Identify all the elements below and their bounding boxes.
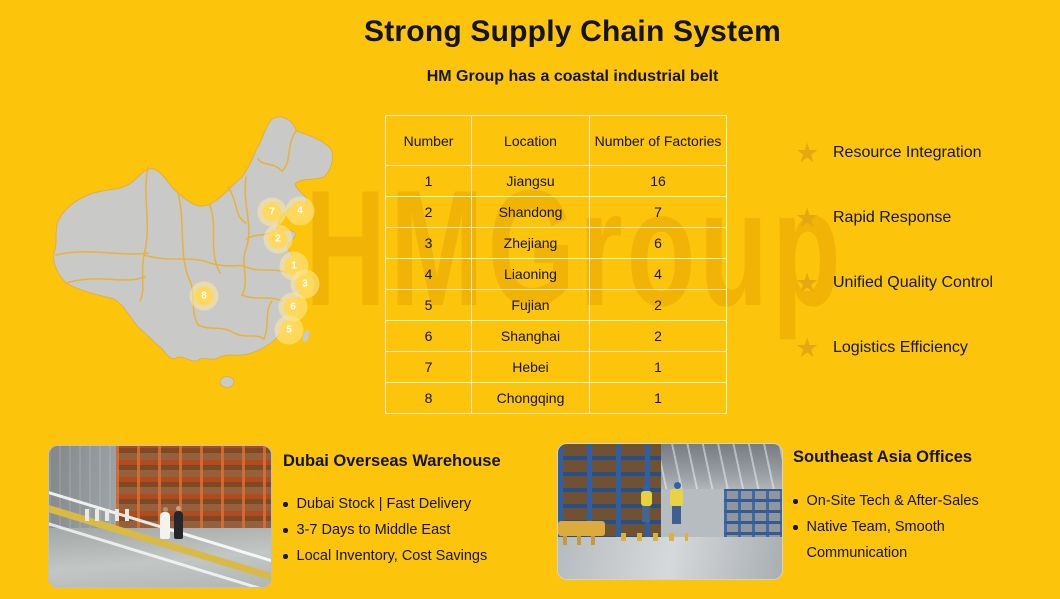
china-outline (53, 116, 333, 362)
bullet-text: Native Team, Smooth Communication (806, 519, 945, 561)
map-marker-3: 3 (295, 274, 315, 294)
table-cell: Chongqing (471, 382, 590, 414)
star-icon: ★ (795, 332, 820, 363)
feature-item: ★ Rapid Response (795, 203, 993, 233)
feature-label: Resource Integration (833, 144, 982, 161)
feature-item: ★ Unified Quality Control (795, 268, 993, 298)
table-header-row: Number Location Number of Factories (385, 115, 727, 166)
southeast-asia-warehouse-photo (557, 443, 783, 580)
table-row: 1 Jiangsu 16 (385, 165, 727, 197)
map-marker-7: 7 (262, 202, 282, 222)
table-cell: 1 (589, 382, 727, 414)
table-header-cell: Number (385, 115, 472, 166)
table-row: 5 Fujian 2 (385, 289, 727, 321)
table-cell: 2 (385, 196, 472, 228)
bullet-item: 3-7 Days to Middle East (283, 517, 548, 543)
bullet-dot-icon (283, 554, 288, 559)
star-icon: ★ (795, 202, 820, 233)
feature-item: ★ Logistics Efficiency (795, 333, 993, 363)
star-icon: ★ (795, 267, 820, 298)
table-cell: Shandong (471, 196, 590, 228)
feature-label: Logistics Efficiency (833, 339, 968, 356)
table-cell: 8 (385, 382, 472, 414)
yellow-safety-barrier (558, 520, 606, 545)
dubai-bullet-list: Dubai Stock | Fast Delivery 3-7 Days to M… (283, 491, 548, 569)
person-in-white-robe (160, 507, 170, 540)
sea-bullet-list: On-Site Tech & After-Sales Native Team, S… (793, 488, 1025, 566)
blue-racking-right (723, 488, 782, 543)
table-cell: 1 (385, 165, 472, 197)
map-marker-4: 4 (290, 201, 310, 221)
header: Strong Supply Chain System HM Group has … (85, 0, 1060, 86)
bullet-dot-icon (793, 525, 798, 530)
bullet-item: Native Team, Smooth Communication (793, 514, 1025, 566)
bullet-dot-icon (283, 528, 288, 533)
table-row: 3 Zhejiang 6 (385, 227, 727, 259)
bullet-item: On-Site Tech & After-Sales (793, 488, 1025, 514)
table-cell: 2 (589, 289, 727, 321)
page-subtitle: HM Group has a coastal industrial belt (426, 68, 719, 85)
bullet-item: Local Inventory, Cost Savings (283, 543, 548, 569)
dubai-section-title: Dubai Overseas Warehouse (283, 452, 501, 470)
table-cell: 4 (385, 258, 472, 290)
star-icon: ★ (795, 137, 820, 168)
map-marker-2: 2 (268, 229, 288, 249)
factory-table: Number Location Number of Factories 1 Jiang… (385, 115, 727, 414)
table-cell: 4 (589, 258, 727, 290)
table-cell: Jiangsu (471, 165, 590, 197)
china-map (53, 116, 333, 388)
feature-list: ★ Resource Integration ★ Rapid Response ★ Uni… (795, 138, 993, 398)
yellow-posts (620, 533, 688, 542)
bullet-dot-icon (793, 499, 798, 504)
bullet-text: Local Inventory, Cost Savings (296, 548, 488, 564)
sea-section-title: Southeast Asia Offices (793, 448, 973, 466)
bullet-dot-icon (283, 502, 288, 507)
table-row: 2 Shandong 7 (385, 196, 727, 228)
table-cell: 7 (385, 351, 472, 383)
table-cell: 5 (385, 289, 472, 321)
worker-with-vest (640, 485, 652, 523)
table-cell: 2 (589, 320, 727, 352)
dubai-warehouse-photo (48, 445, 272, 588)
table-cell: 7 (589, 196, 727, 228)
map-marker-1: 1 (284, 256, 304, 276)
feature-label: Unified Quality Control (833, 274, 994, 291)
table-cell: Shanghai (471, 320, 590, 352)
map-marker-6: 6 (283, 297, 303, 317)
table-cell: 1 (589, 351, 727, 383)
table-cell: 6 (589, 227, 727, 259)
table-cell: Zhejiang (471, 227, 590, 259)
table-cell: 3 (385, 227, 472, 259)
table-cell: 16 (589, 165, 727, 197)
dubai-section: Dubai Overseas Warehouse Dubai Stock | F… (283, 452, 548, 569)
bullet-item: Dubai Stock | Fast Delivery (283, 491, 548, 517)
taiwan-island (302, 329, 310, 343)
table-cell: Liaoning (471, 258, 590, 290)
map-marker-5: 5 (279, 320, 299, 340)
hainan-island (219, 376, 235, 388)
table-row: 4 Liaoning 4 (385, 258, 727, 290)
table-row: 7 Hebei 1 (385, 351, 727, 383)
table-cell: Hebei (471, 351, 590, 383)
feature-item: ★ Resource Integration (795, 138, 993, 168)
southeast-asia-section: Southeast Asia Offices On-Site Tech & Af… (793, 448, 1025, 566)
worker-with-vest (670, 481, 683, 524)
map-marker-8: 8 (194, 286, 214, 306)
bullet-text: Dubai Stock | Fast Delivery (296, 496, 472, 512)
person-in-suit (174, 505, 184, 539)
table-row: 8 Chongqing 1 (385, 382, 727, 414)
table-header-cell: Number of Factories (589, 115, 727, 166)
feature-label: Rapid Response (833, 209, 952, 226)
bullet-text: On-Site Tech & After-Sales (806, 493, 979, 509)
table-cell: 6 (385, 320, 472, 352)
table-row: 6 Shanghai 2 (385, 320, 727, 352)
table-header-cell: Location (471, 115, 590, 166)
table-cell: Fujian (471, 289, 590, 321)
distant-people (84, 509, 134, 522)
bullet-text: 3-7 Days to Middle East (296, 522, 451, 538)
page-title: Strong Supply Chain System (364, 15, 781, 48)
